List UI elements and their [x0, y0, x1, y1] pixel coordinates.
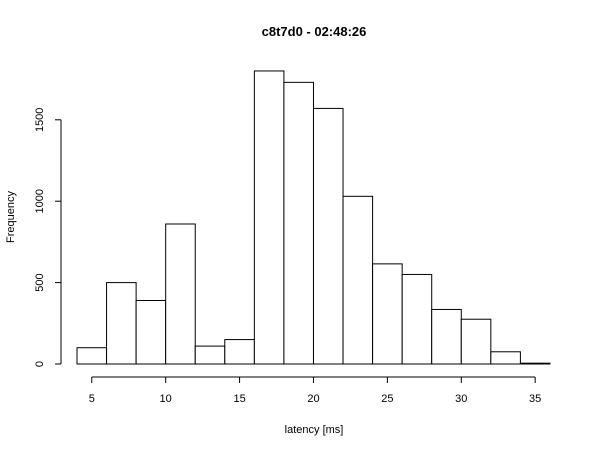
y-tick-label: 500 [34, 273, 46, 291]
histogram-bar [401, 273, 433, 365]
x-tick-label: 5 [89, 393, 95, 405]
histogram-bar [106, 282, 137, 365]
histogram-bar [490, 351, 521, 365]
histogram-bar [283, 81, 314, 365]
histogram-bar [76, 347, 108, 365]
histogram-bar [165, 223, 196, 365]
histogram-bar [224, 339, 255, 365]
x-axis: 5 10 15 20 25 30 35 [89, 376, 541, 405]
histogram-bar [519, 362, 551, 365]
y-axis-label: Frequency [5, 191, 17, 243]
x-tick-label: 25 [381, 393, 393, 405]
x-tick-label: 15 [233, 393, 245, 405]
histogram-bar [194, 345, 226, 365]
x-tick-label: 35 [529, 393, 541, 405]
histogram-bar [342, 195, 374, 365]
x-tick-label: 10 [160, 393, 172, 405]
y-tick-label: 0 [34, 361, 46, 367]
histogram-bars [76, 70, 551, 365]
histogram-bar [253, 70, 285, 365]
y-tick-label: 1500 [34, 108, 46, 132]
y-axis: 0 500 1000 1500 [34, 108, 62, 367]
x-axis-label: latency [ms] [285, 424, 344, 436]
x-tick-label: 30 [455, 393, 467, 405]
histogram-bar [460, 318, 492, 365]
y-tick-label: 1000 [34, 189, 46, 213]
chart-title: c8t7d0 - 02:48:26 [262, 24, 367, 39]
histogram-bar [135, 300, 167, 365]
histogram-bar [312, 107, 344, 365]
histogram-bar [372, 263, 403, 365]
histogram-bar [431, 308, 462, 365]
x-tick-label: 20 [307, 393, 319, 405]
